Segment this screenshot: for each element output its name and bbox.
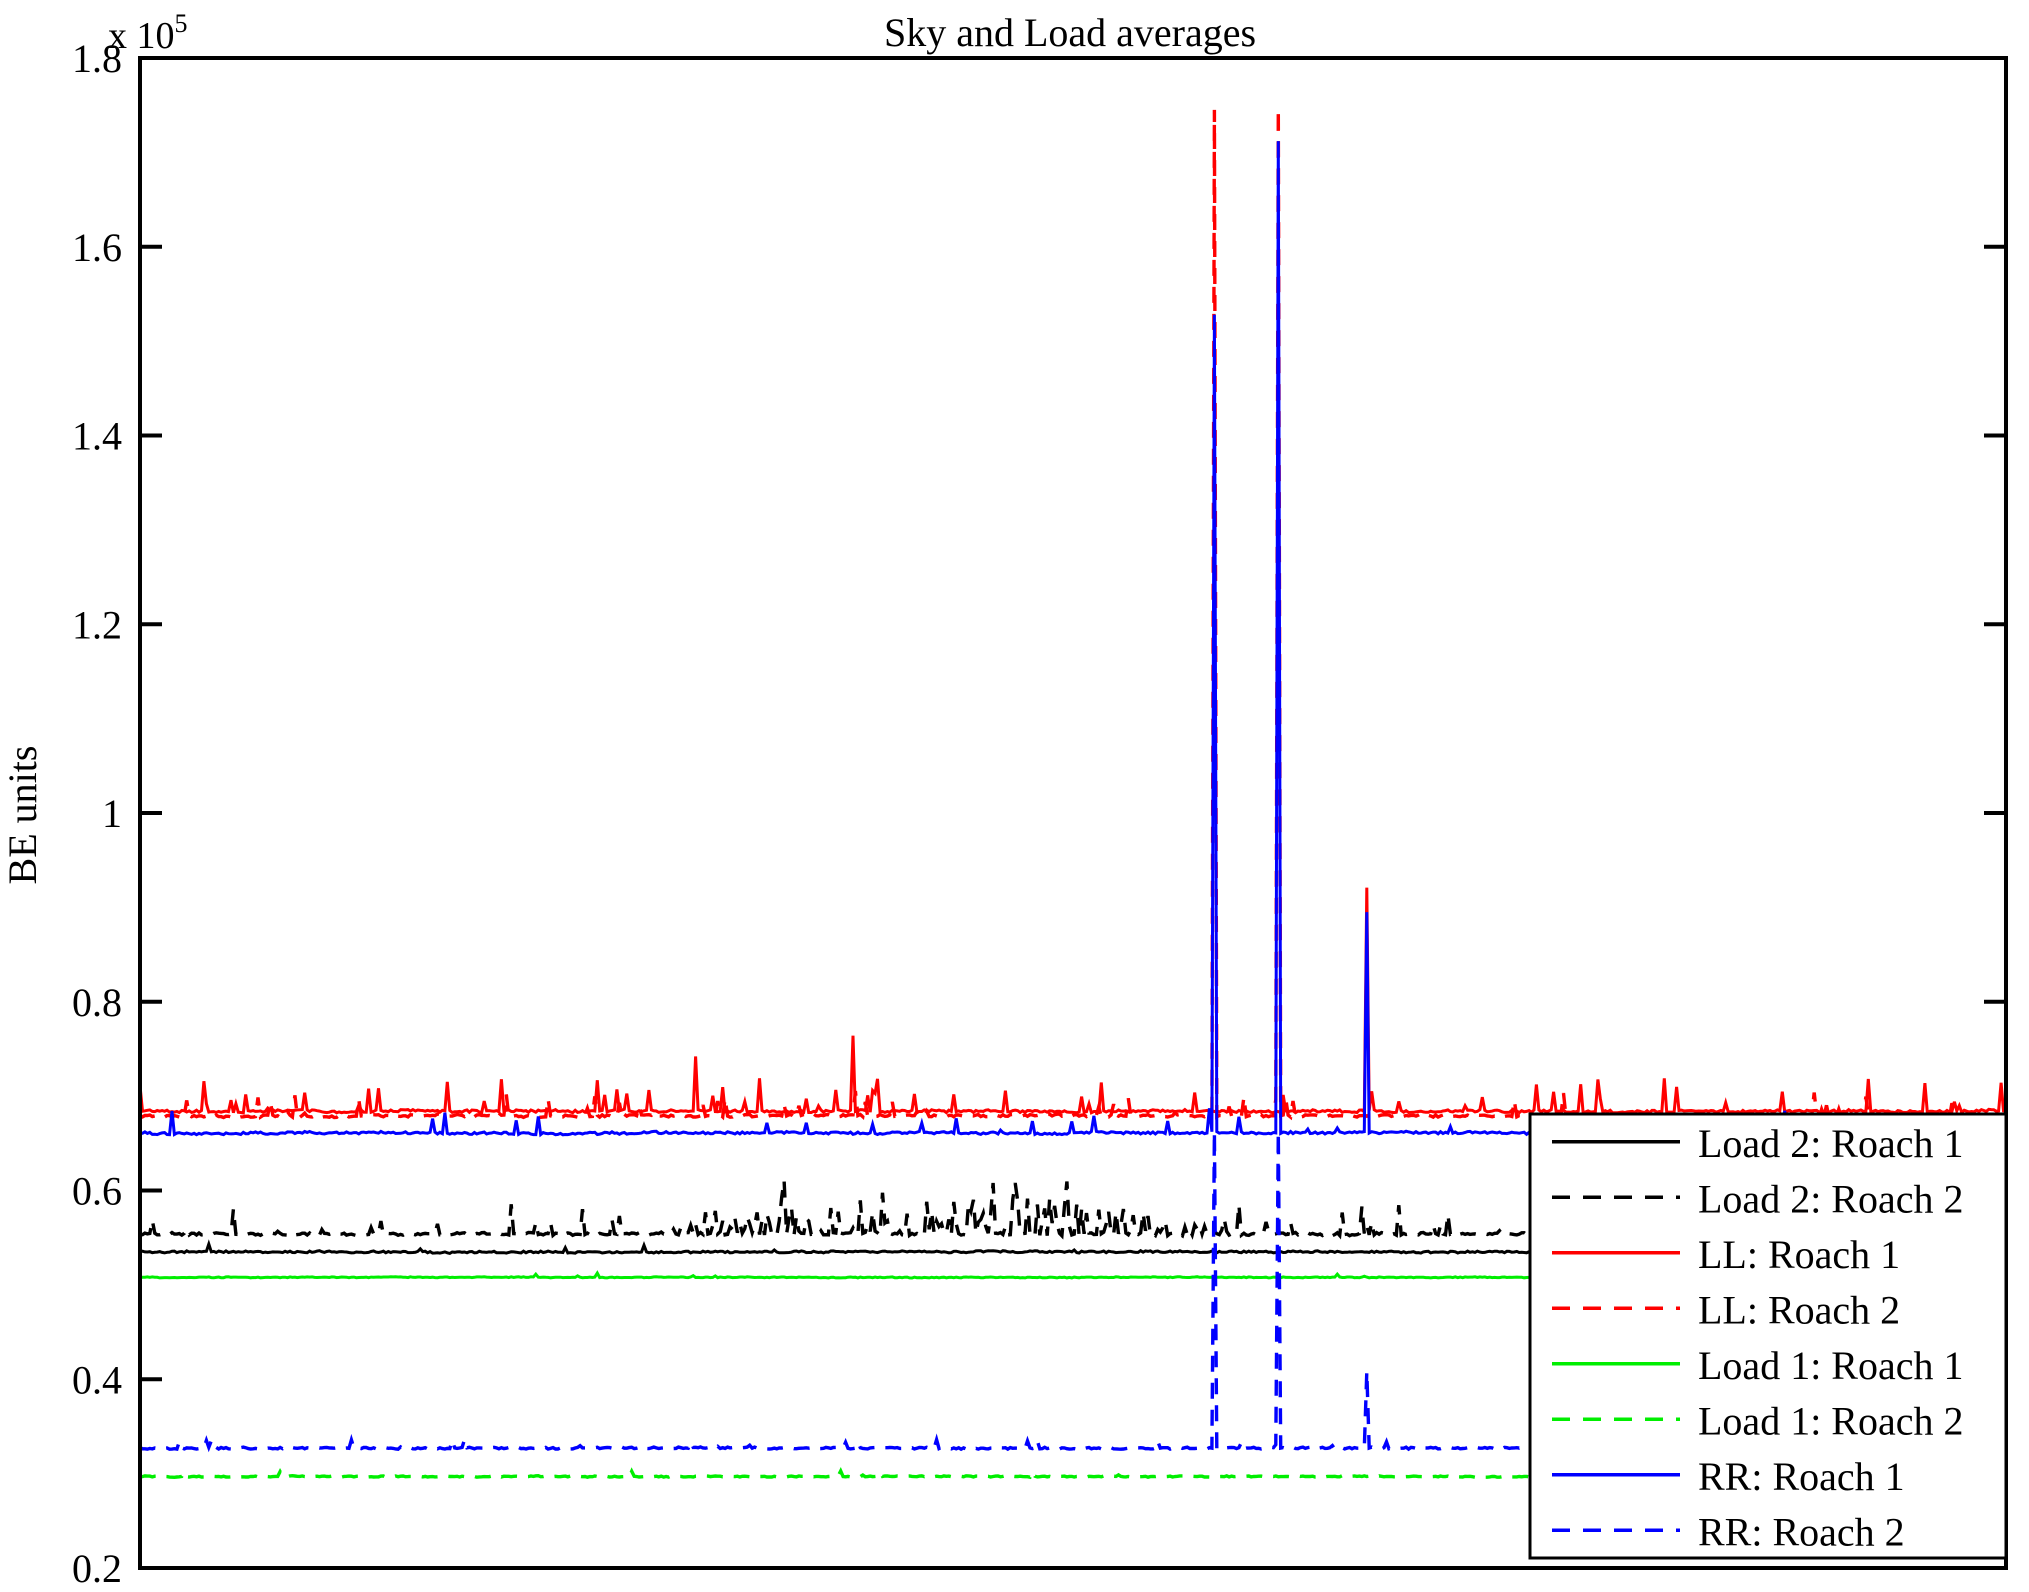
legend-item[interactable]: LL: Roach 1 (1552, 1232, 1900, 1277)
legend-label: Load 2: Roach 1 (1698, 1121, 1964, 1166)
plot-frame (138, 56, 2008, 1570)
legend-label: LL: Roach 2 (1698, 1287, 1900, 1332)
legend-item[interactable]: RR: Roach 2 (1552, 1509, 1905, 1554)
legend-item[interactable]: Load 1: Roach 1 (1552, 1343, 1964, 1388)
chart-legend[interactable]: Load 2: Roach 1 Load 2: Roach 2 LL: Roach … (1528, 1112, 2008, 1560)
y-tick-label: 1.8 (72, 36, 122, 81)
y-axis-tick-labels: 0.2 0.4 0.6 0.8 1 1.2 1.4 1.6 1.8 (72, 36, 122, 1591)
legend-label: Load 1: Roach 1 (1698, 1343, 1964, 1388)
legend-label: RR: Roach 1 (1698, 1454, 1905, 1499)
data-trace (138, 887, 2007, 1116)
legend-item[interactable]: RR: Roach 1 (1552, 1454, 1905, 1499)
legend-label: Load 1: Roach 2 (1698, 1398, 1964, 1443)
y-axis-label: BE units (0, 746, 45, 885)
y-axis-exponent-prefix: x 10 (108, 15, 175, 57)
data-trace (139, 1467, 2007, 1480)
y-tick-label: 0.2 (72, 1546, 122, 1591)
legend-label: RR: Roach 2 (1698, 1509, 1905, 1554)
y-tick-label: 1.4 (72, 414, 122, 459)
legend-item[interactable]: Load 1: Roach 2 (1552, 1398, 1964, 1443)
legend-item[interactable]: Load 2: Roach 1 (1552, 1121, 1964, 1166)
y-axis-exponent-power: 5 (175, 9, 188, 38)
legend-item[interactable]: LL: Roach 2 (1552, 1287, 1900, 1332)
y-tick-label: 1.2 (72, 602, 122, 647)
y-tick-label: 0.4 (72, 1357, 122, 1402)
data-trace (139, 108, 2006, 1122)
legend-label: Load 2: Roach 2 (1698, 1176, 1964, 1221)
y-tick-label: 1 (102, 791, 122, 836)
y-tick-label: 1.6 (72, 225, 122, 270)
y-axis-exponent: x 105 (108, 9, 188, 57)
legend-label: LL: Roach 1 (1698, 1232, 1900, 1277)
y-tick-label: 0.8 (72, 980, 122, 1025)
y-tick-label: 0.6 (72, 1169, 122, 1214)
chart-title: Sky and Load averages (884, 10, 1256, 55)
legend-item[interactable]: Load 2: Roach 2 (1552, 1176, 1964, 1221)
